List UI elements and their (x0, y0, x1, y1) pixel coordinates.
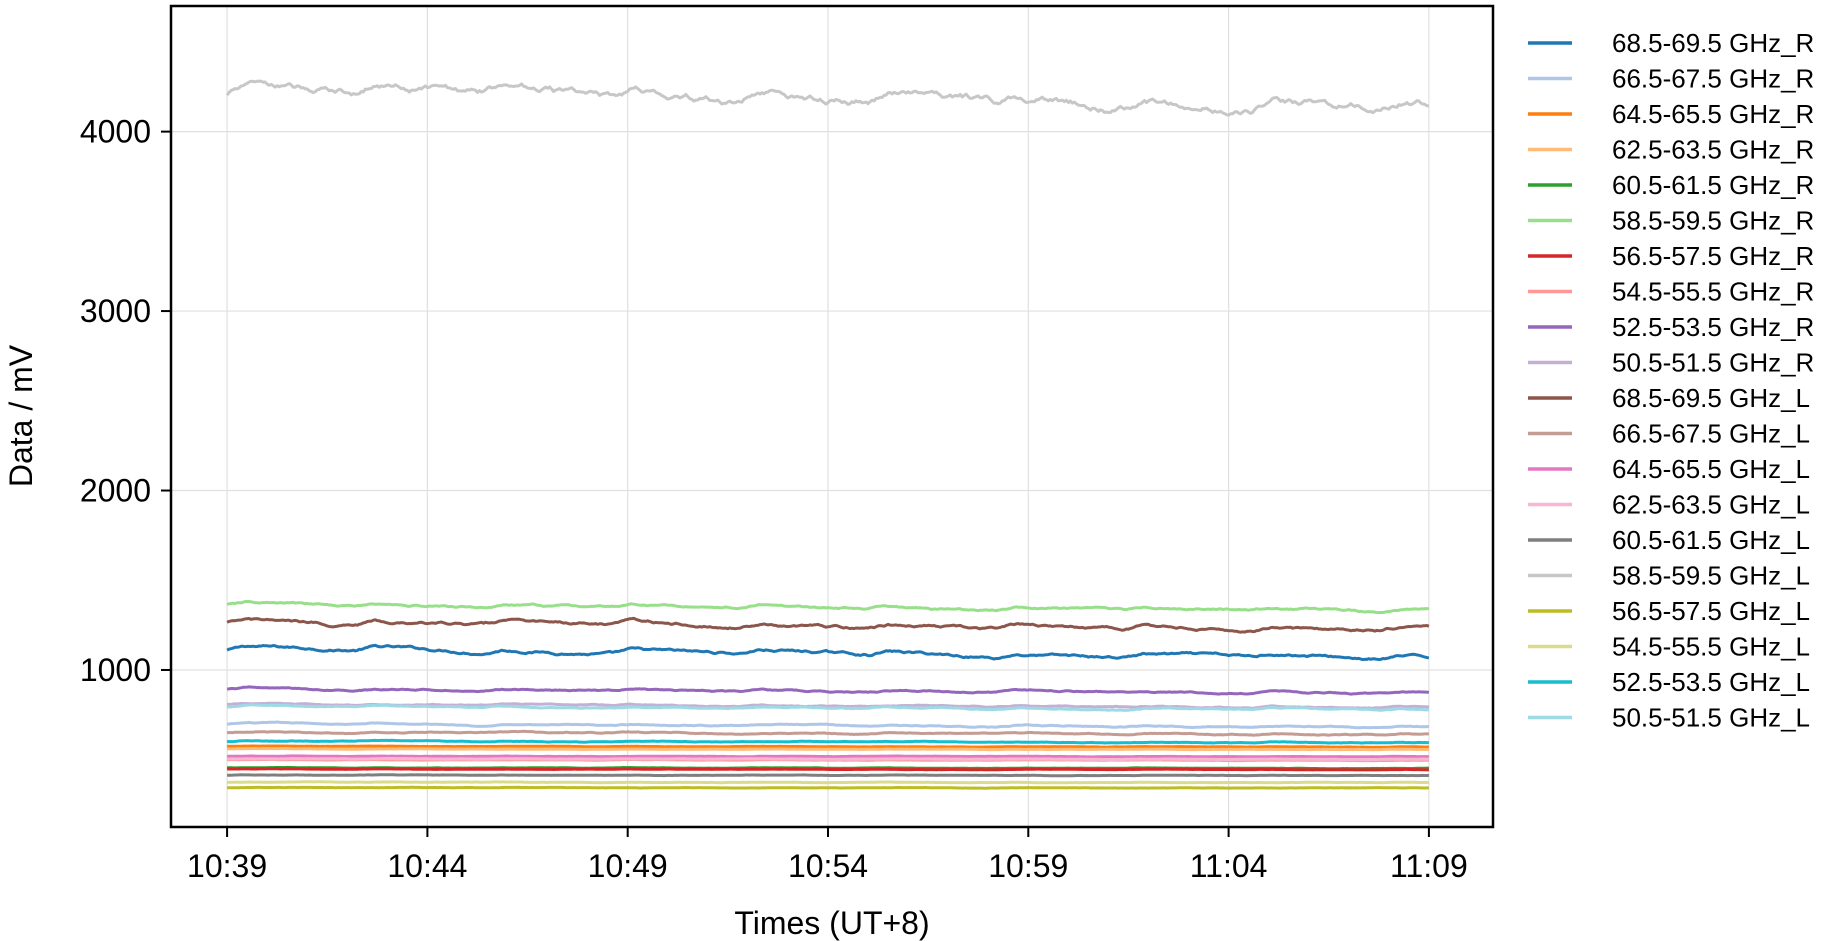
x-tick-label: 10:44 (387, 848, 467, 884)
legend-label: 64.5-65.5 GHz_L (1612, 454, 1810, 484)
legend-label: 66.5-67.5 GHz_R (1612, 64, 1814, 94)
legend-label: 52.5-53.5 GHz_L (1612, 667, 1810, 697)
series-line (227, 747, 1429, 752)
series-line (227, 767, 1429, 772)
series-line (227, 738, 1429, 745)
series-lines (225, 79, 1430, 790)
plot-frame (169, 4, 1495, 829)
y-tick-label: 2000 (80, 473, 151, 509)
series-line (226, 643, 1429, 662)
legend-label: 54.5-55.5 GHz_L (1612, 632, 1810, 662)
series-line (225, 79, 1430, 117)
x-tick-label: 10:39 (187, 848, 267, 884)
series-line (227, 785, 1429, 790)
y-tick-label: 1000 (80, 652, 151, 688)
series-line (227, 703, 1430, 712)
x-tick-label: 10:49 (588, 848, 668, 884)
x-tick-label: 11:09 (1390, 848, 1468, 884)
series-line (226, 600, 1430, 615)
x-tick-label: 10:59 (988, 848, 1068, 884)
legend-label: 54.5-55.5 GHz_R (1612, 277, 1814, 307)
series-line (227, 744, 1429, 749)
legend-label: 62.5-63.5 GHz_L (1612, 490, 1810, 520)
x-tick-label: 11:04 (1190, 848, 1268, 884)
legend-label: 50.5-51.5 GHz_L (1612, 703, 1810, 733)
series-line (226, 616, 1430, 634)
legend: 68.5-69.5 GHz_R 66.5-67.5 GHz_R 64.5-65.5 … (1528, 28, 1814, 733)
y-tick-label: 4000 (80, 114, 151, 150)
legend-label: 64.5-65.5 GHz_R (1612, 99, 1814, 129)
y-axis-label: Data / mV (3, 344, 39, 487)
ticks: 10:39 10:44 10:49 10:54 10:59 11:04 11:09 1000 2… (80, 114, 1468, 884)
series-line (227, 780, 1429, 785)
series-line (227, 685, 1430, 696)
legend-label: 68.5-69.5 GHz_R (1612, 28, 1814, 58)
series-line (227, 773, 1429, 778)
legend-label: 58.5-59.5 GHz_R (1612, 206, 1814, 236)
legend-label: 60.5-61.5 GHz_R (1612, 170, 1814, 200)
series-line (226, 720, 1430, 730)
legend-label: 68.5-69.5 GHz_L (1612, 383, 1810, 413)
legend-label: 56.5-57.5 GHz_L (1612, 596, 1810, 626)
legend-label: 58.5-59.5 GHz_L (1612, 561, 1810, 591)
legend-label: 50.5-51.5 GHz_R (1612, 348, 1814, 378)
y-tick-label: 3000 (80, 293, 151, 329)
legend-label: 60.5-61.5 GHz_L (1612, 525, 1810, 555)
legend-label: 66.5-67.5 GHz_L (1612, 419, 1810, 449)
series-line (227, 754, 1429, 759)
x-tick-label: 10:54 (788, 848, 868, 884)
legend-label: 56.5-57.5 GHz_R (1612, 241, 1814, 271)
grid-lines (171, 6, 1493, 827)
series-line (226, 729, 1429, 737)
legend-label: 52.5-53.5 GHz_R (1612, 312, 1814, 342)
series-line (227, 756, 1429, 762)
legend-label: 62.5-63.5 GHz_R (1612, 135, 1814, 165)
x-axis-label: Times (UT+8) (734, 905, 929, 941)
